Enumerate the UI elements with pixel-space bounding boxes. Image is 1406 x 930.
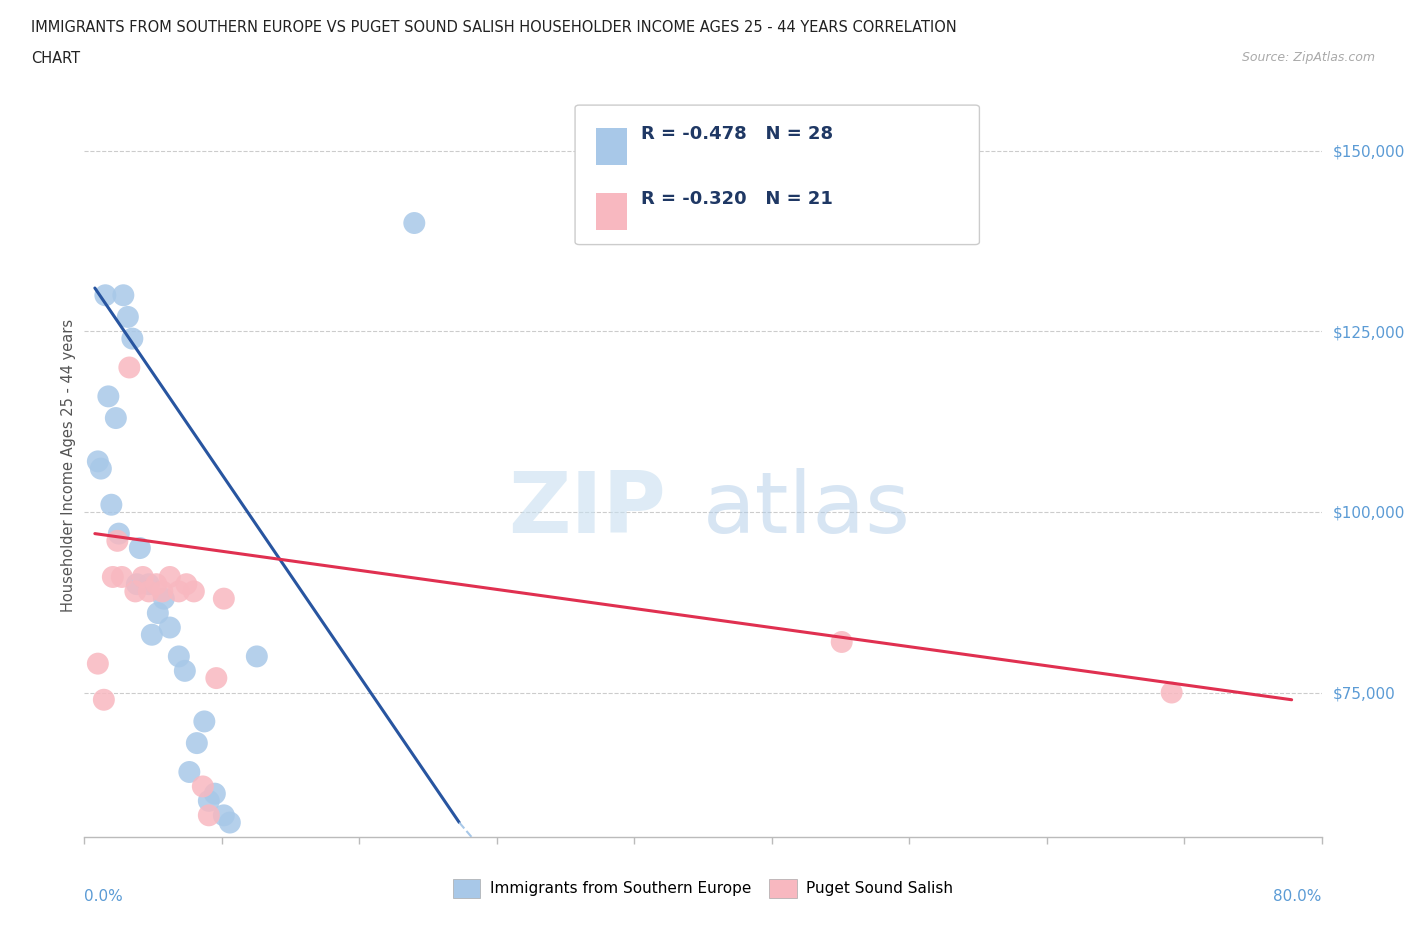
Text: CHART: CHART <box>31 51 80 66</box>
Y-axis label: Householder Income Ages 25 - 44 years: Householder Income Ages 25 - 44 years <box>60 318 76 612</box>
Point <box>118 360 141 375</box>
Point <box>212 808 235 823</box>
Point <box>176 577 198 591</box>
Point <box>125 577 148 591</box>
Text: 0.0%: 0.0% <box>84 889 124 904</box>
Point <box>167 649 190 664</box>
Point <box>132 569 155 584</box>
Point <box>198 808 221 823</box>
Point <box>141 628 163 643</box>
Point <box>191 779 214 794</box>
Point <box>145 577 167 591</box>
Point <box>104 411 127 426</box>
Point <box>146 605 169 620</box>
Text: ZIP: ZIP <box>508 468 666 551</box>
Point <box>204 786 226 801</box>
Text: R = -0.478   N = 28: R = -0.478 N = 28 <box>641 125 834 142</box>
Point <box>831 634 853 649</box>
Point <box>173 663 195 678</box>
Point <box>112 287 135 302</box>
Point <box>246 649 269 664</box>
Point <box>167 584 190 599</box>
Point <box>205 671 228 685</box>
Point <box>94 287 117 302</box>
Point <box>150 584 173 599</box>
Point <box>159 620 181 635</box>
Point <box>97 389 120 404</box>
Point <box>1160 685 1182 700</box>
Point <box>183 584 205 599</box>
Point <box>212 591 235 606</box>
Point <box>121 331 143 346</box>
Point <box>87 657 110 671</box>
Point <box>90 461 112 476</box>
Point <box>117 310 139 325</box>
Point <box>128 540 150 555</box>
Point <box>218 815 240 830</box>
Point <box>138 584 160 599</box>
Point <box>153 591 176 606</box>
Point <box>159 569 181 584</box>
Point <box>404 216 426 231</box>
Point <box>138 577 160 591</box>
Point <box>105 534 128 549</box>
Text: 80.0%: 80.0% <box>1274 889 1322 904</box>
Point <box>101 569 124 584</box>
Point <box>198 793 221 808</box>
Point <box>179 764 201 779</box>
Text: Source: ZipAtlas.com: Source: ZipAtlas.com <box>1241 51 1375 64</box>
Text: IMMIGRANTS FROM SOUTHERN EUROPE VS PUGET SOUND SALISH HOUSEHOLDER INCOME AGES 25: IMMIGRANTS FROM SOUTHERN EUROPE VS PUGET… <box>31 20 956 35</box>
Point <box>100 498 122 512</box>
Point <box>108 526 131 541</box>
Point <box>124 584 146 599</box>
Legend: Immigrants from Southern Europe, Puget Sound Salish: Immigrants from Southern Europe, Puget S… <box>447 873 959 904</box>
Point <box>186 736 208 751</box>
Text: R = -0.320   N = 21: R = -0.320 N = 21 <box>641 190 832 207</box>
Point <box>111 569 134 584</box>
Point <box>93 692 115 707</box>
Point <box>193 714 215 729</box>
Text: atlas: atlas <box>703 468 911 551</box>
Point <box>87 454 110 469</box>
